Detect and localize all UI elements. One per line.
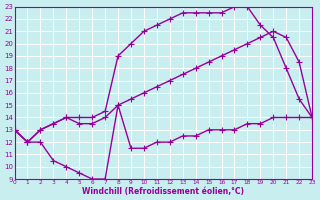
X-axis label: Windchill (Refroidissement éolien,°C): Windchill (Refroidissement éolien,°C) <box>82 187 244 196</box>
